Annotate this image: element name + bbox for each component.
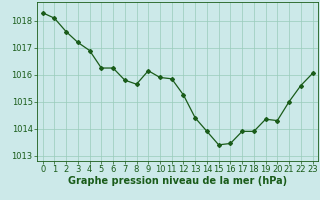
X-axis label: Graphe pression niveau de la mer (hPa): Graphe pression niveau de la mer (hPa) [68, 176, 287, 186]
